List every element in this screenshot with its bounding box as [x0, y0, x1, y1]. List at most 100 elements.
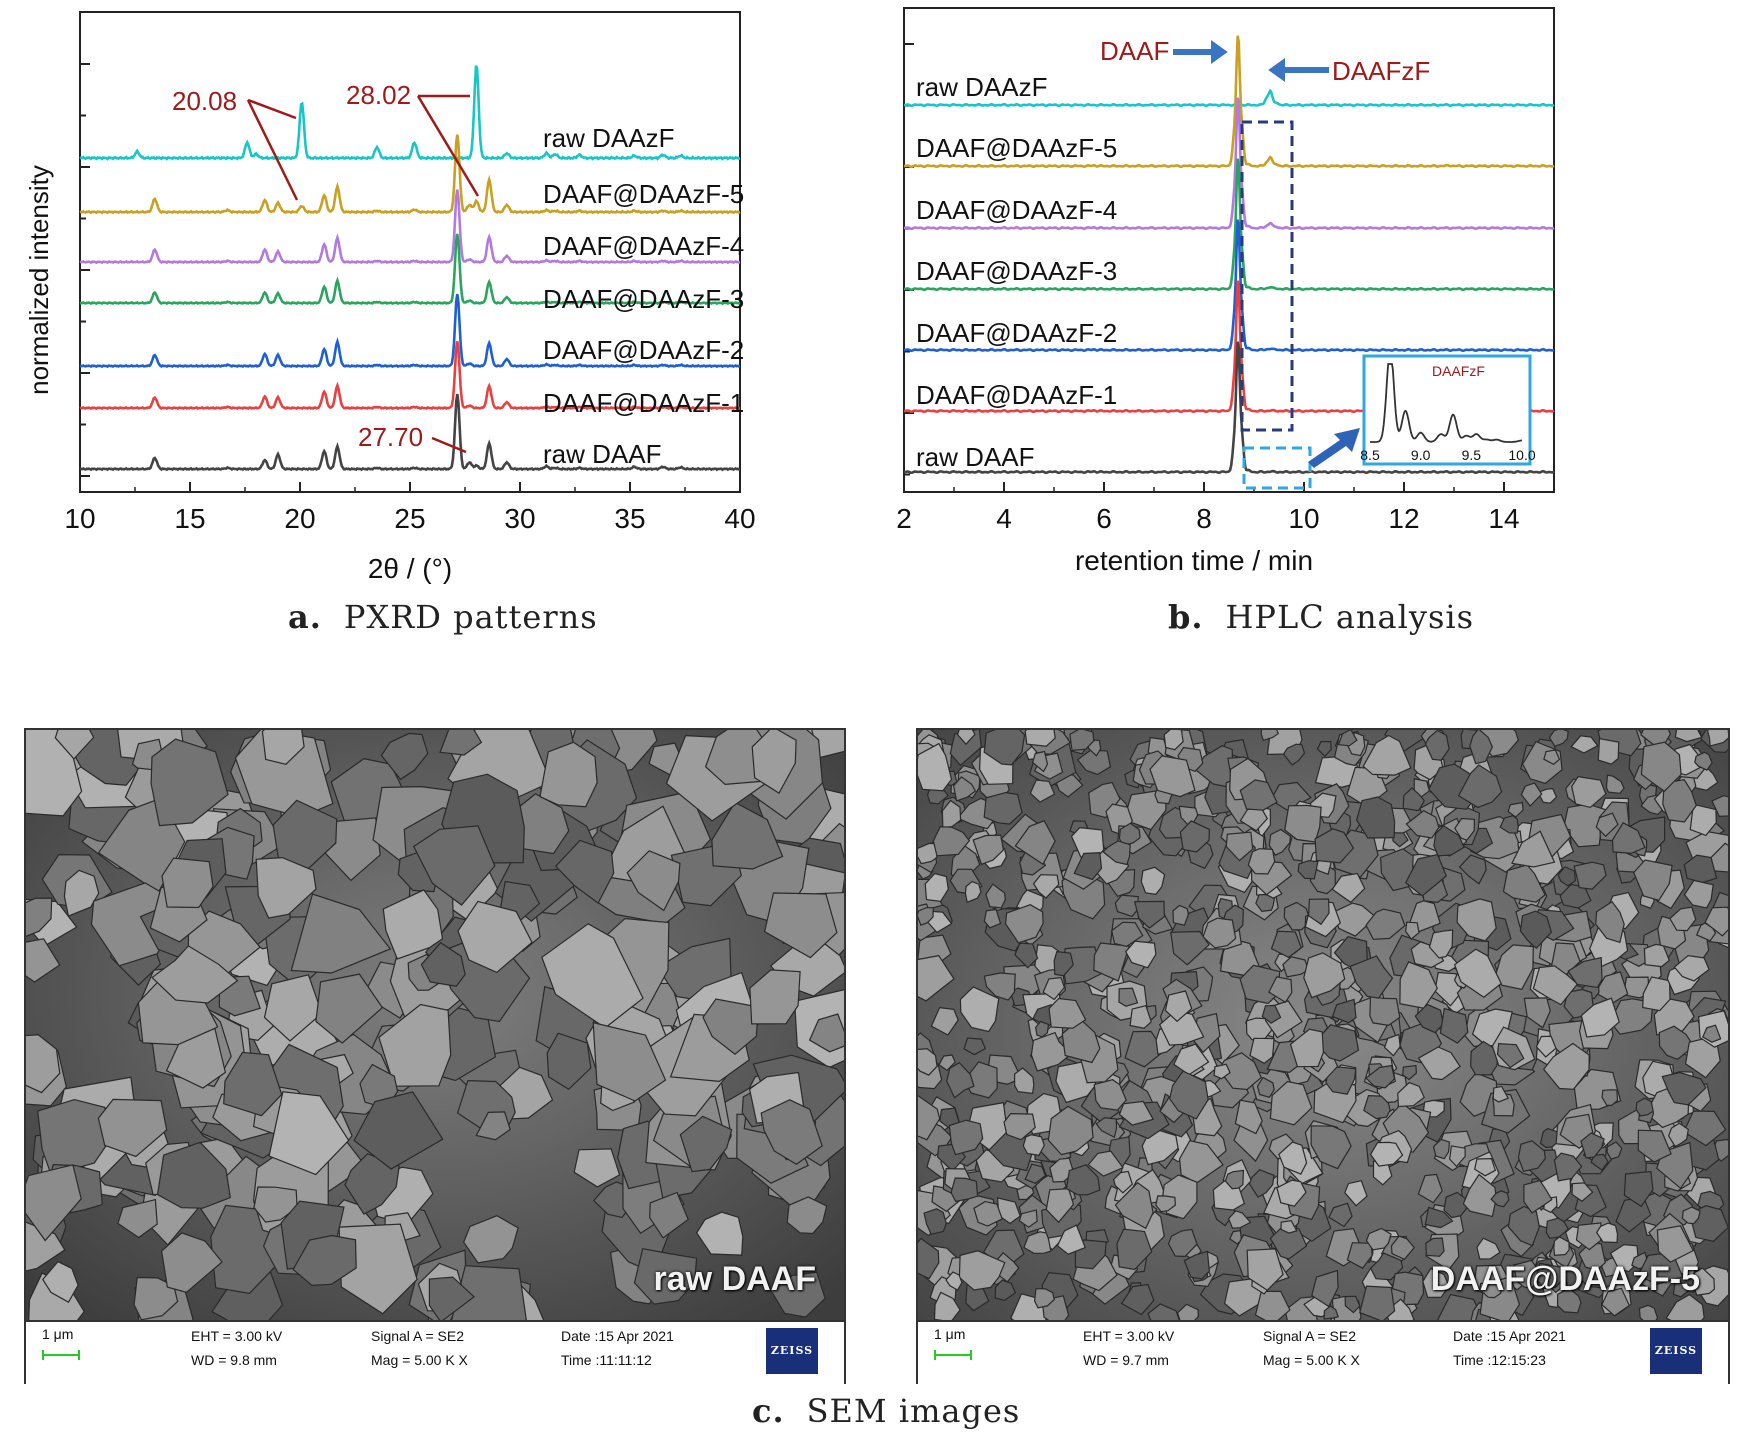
sem-grain: [1307, 898, 1330, 926]
sem-grain: [704, 730, 768, 786]
sem-grain: [1511, 830, 1556, 868]
sem-grain: [1073, 851, 1103, 881]
sem-grain: [1112, 1170, 1133, 1194]
sem-grain: [1683, 879, 1714, 909]
sem-grain: [763, 892, 838, 959]
sem-grain: [463, 1215, 519, 1264]
sem-grain: [1033, 1288, 1055, 1309]
sem-label-composite: DAAF@DAAzF-5: [1430, 1260, 1700, 1298]
sem-grain: [1404, 853, 1448, 897]
series-label: DAAF@DAAzF-2: [916, 318, 1117, 348]
sem-grain: [786, 1196, 828, 1235]
sem-grain: [1004, 904, 1044, 944]
sem-grain: [1702, 1024, 1722, 1043]
sem-grain: [1453, 948, 1502, 998]
series-line: [903, 97, 1555, 231]
sem-grain: [1494, 944, 1534, 990]
sem-micrograph-composite: [918, 730, 1728, 1320]
sem-grain: [1283, 901, 1312, 931]
sem-grain: [1030, 1031, 1073, 1072]
annotation-label: 27.70: [358, 422, 423, 452]
sem-grain: [1158, 1010, 1205, 1046]
sem-grain: [1571, 1182, 1594, 1202]
sem-grain: [1532, 965, 1579, 1006]
series-line: [79, 293, 741, 369]
x-tick-label: 30: [504, 503, 535, 534]
series-label: DAAF@DAAzF-5: [543, 179, 744, 209]
sem-image-raw-daaf: raw DAAF 1 μm EHT = 3.00 kV WD = 9.8 mm …: [24, 728, 846, 1384]
sem-grain: [1397, 1081, 1425, 1108]
sem-grain: [1269, 1080, 1313, 1126]
sem-grain: [1417, 1173, 1443, 1204]
sem-grain: [1632, 859, 1673, 901]
sem-grain: [924, 872, 949, 903]
sem-grain: [1120, 1283, 1155, 1316]
sem-grain: [1179, 820, 1211, 853]
sem-grain: [1314, 828, 1355, 864]
sem-grain: [626, 850, 681, 912]
sem-grain: [1519, 910, 1552, 950]
caption-c-letter: c.: [752, 1392, 785, 1430]
sem-grain: [1289, 1028, 1325, 1068]
sem-grain: [1254, 1290, 1291, 1320]
sem-grain: [1672, 1281, 1690, 1298]
sem-grain: [1093, 1079, 1127, 1111]
sem-grain: [1163, 730, 1184, 751]
sem-grain: [1567, 956, 1603, 989]
time-text: Time :12:15:23: [1453, 1352, 1546, 1368]
inset-tick-label: 9.0: [1411, 447, 1431, 463]
sem-grain: [1523, 1179, 1553, 1214]
sem-grain: [1256, 1076, 1275, 1099]
sem-grain: [972, 834, 1005, 866]
x-axis-label: retention time / min: [1075, 545, 1313, 576]
sem-grain: [1594, 971, 1629, 1004]
sem-grain: [1095, 1117, 1118, 1139]
sem-grain: [1087, 1150, 1124, 1177]
sem-grain: [633, 1248, 698, 1305]
arrow-right-icon: [1173, 40, 1228, 64]
sem-grain: [1580, 997, 1620, 1038]
scale-bar: [934, 1350, 972, 1360]
sem-grain: [949, 730, 982, 767]
sem-grain: [1069, 730, 1095, 751]
sem-grain: [428, 1276, 476, 1320]
caption-a-letter: a.: [288, 598, 322, 636]
eht-text: EHT = 3.00 kV: [1083, 1328, 1175, 1344]
sem-grain: [965, 1283, 990, 1312]
annotation-label: 20.08: [172, 86, 237, 116]
sem-grain: [1032, 874, 1060, 899]
sem-grain: [1535, 1035, 1557, 1058]
sem-grain: [1022, 1134, 1045, 1157]
annotation-arrow: [431, 436, 467, 454]
sem-grain: [1580, 1132, 1605, 1159]
caption-b-text: HPLC analysis: [1225, 598, 1475, 636]
sem-grain: [1114, 1181, 1154, 1230]
sem-grain: [1014, 942, 1039, 969]
sem-grain: [1065, 1164, 1101, 1196]
eht-text: EHT = 3.00 kV: [191, 1328, 283, 1344]
sem-grain: [1024, 730, 1056, 747]
sem-grain: [918, 742, 953, 792]
sem-grain: [1048, 997, 1087, 1029]
sem-grain: [1053, 951, 1074, 977]
sem-grain: [382, 889, 444, 960]
sem-grain: [1570, 735, 1599, 754]
sem-grain: [1045, 1188, 1075, 1224]
sem-grain: [1590, 1153, 1609, 1171]
sem-grain: [1344, 1295, 1361, 1314]
mag-text: Mag = 5.00 K X: [371, 1352, 468, 1368]
sem-grain: [1543, 749, 1561, 766]
sem-grain: [1535, 1262, 1565, 1290]
sem-grain: [1662, 779, 1697, 823]
sem-grain: [1424, 730, 1450, 761]
sem-grain: [1248, 1168, 1275, 1198]
caption-c-text: SEM images: [806, 1392, 1021, 1430]
sem-grain: [1711, 794, 1728, 817]
sem-grain: [1496, 1042, 1525, 1069]
arrow-zoom-icon: [1308, 428, 1360, 468]
sem-grain: [439, 730, 483, 756]
sem-grain: [983, 730, 1026, 766]
sem-grain: [117, 1198, 158, 1239]
sem-grain: [1124, 1030, 1165, 1068]
sem-grain: [1183, 1250, 1210, 1280]
